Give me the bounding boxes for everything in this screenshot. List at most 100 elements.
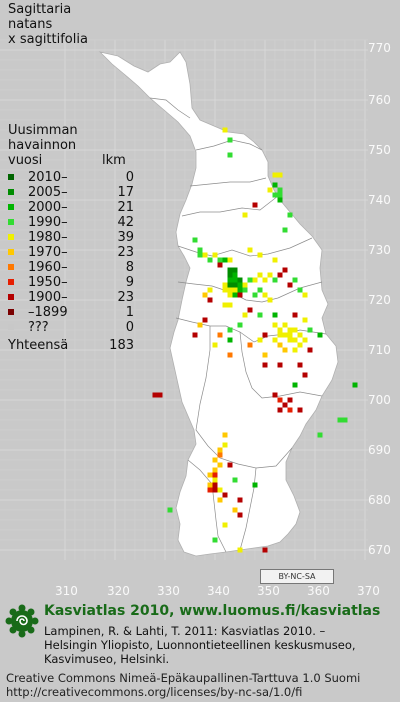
legend-count: 23	[117, 245, 134, 260]
observation-square	[257, 287, 263, 293]
observation-square	[292, 347, 298, 353]
footer-license-2[interactable]: http://creativecommons.org/licenses/by-n…	[6, 685, 303, 699]
observation-square	[277, 362, 283, 368]
observation-square	[292, 382, 298, 388]
observation-square	[192, 332, 198, 338]
legend-swatch	[8, 249, 14, 255]
observation-square	[352, 382, 358, 388]
legend-count: 21	[117, 200, 134, 215]
observation-square	[232, 267, 238, 273]
observation-square	[247, 247, 253, 253]
footer-citation-2: Helsingin Yliopisto, Luonnontieteellinen…	[44, 638, 356, 652]
observation-square	[212, 342, 218, 348]
observation-square	[272, 277, 278, 283]
observation-square	[272, 392, 278, 398]
legend-col-count: lkm	[102, 153, 126, 168]
observation-square	[207, 257, 213, 263]
legend-swatch	[8, 174, 14, 180]
legend-count: 39	[117, 230, 134, 245]
observation-square	[222, 287, 228, 293]
legend-row: 2005– 17	[6, 185, 134, 200]
observation-square	[292, 312, 298, 318]
x-tick: 360	[307, 584, 330, 598]
observation-square	[232, 477, 238, 483]
observation-square	[227, 137, 233, 143]
legend-swatch	[8, 324, 14, 330]
observation-square	[272, 192, 278, 198]
y-tick: 740	[368, 193, 391, 207]
legend-count: 23	[117, 290, 134, 305]
cc-license-badge[interactable]: BY-NC-SA	[260, 569, 334, 584]
y-tick: 700	[368, 393, 391, 407]
observation-square	[222, 127, 228, 133]
observation-square	[232, 287, 238, 293]
observation-square	[262, 332, 268, 338]
total-count: 183	[109, 338, 134, 353]
legend-swatch	[8, 279, 14, 285]
y-tick: 680	[368, 493, 391, 507]
footer-title[interactable]: Kasviatlas 2010, www.luomus.fi/kasviatla…	[44, 603, 381, 619]
observation-square	[237, 322, 243, 328]
observation-square	[242, 282, 248, 288]
observation-square	[287, 282, 293, 288]
footer-citation-1: Lampinen, R. & Lahti, T. 2011: Kasviatla…	[44, 624, 326, 638]
observation-square	[297, 287, 303, 293]
legend-swatch	[8, 204, 14, 210]
y-tick: 730	[368, 243, 391, 257]
observation-square	[252, 202, 258, 208]
observation-square	[262, 362, 268, 368]
observation-square	[227, 327, 233, 333]
observation-square	[237, 547, 243, 553]
observation-square	[287, 332, 293, 338]
legend-label: 1950–	[28, 275, 68, 290]
observation-square	[212, 482, 218, 488]
observation-square	[227, 352, 233, 358]
observation-square	[222, 302, 228, 308]
x-tick: 340	[207, 584, 230, 598]
footer-citation-3: Kasvimuseo, Helsinki.	[44, 652, 170, 666]
observation-square	[272, 172, 278, 178]
observation-square	[242, 212, 248, 218]
observation-square	[212, 472, 218, 478]
observation-square	[277, 327, 283, 333]
observation-square	[277, 197, 283, 203]
observation-square	[287, 397, 293, 403]
observation-square	[192, 237, 198, 243]
observation-square	[277, 272, 283, 278]
legend-count: 17	[117, 185, 134, 200]
observation-square	[227, 282, 233, 288]
observation-square	[217, 332, 223, 338]
legend-label: 1900–	[28, 290, 68, 305]
observation-square	[282, 227, 288, 233]
footer-license-1: Creative Commons Nimeä-Epäkaupallinen-Ta…	[6, 671, 361, 685]
observation-square	[262, 352, 268, 358]
observation-square	[297, 342, 303, 348]
observation-square	[277, 332, 283, 338]
observation-square	[267, 272, 273, 278]
observation-square	[282, 347, 288, 353]
observation-square	[207, 482, 213, 488]
legend-label: ???	[28, 320, 49, 335]
observation-square	[232, 277, 238, 283]
observation-square	[277, 407, 283, 413]
legend-row: 2000– 21	[6, 200, 134, 215]
observation-square	[262, 277, 268, 283]
observation-square	[227, 287, 233, 293]
legend-label: 2000–	[28, 200, 68, 215]
observation-square	[317, 332, 323, 338]
observation-square	[247, 307, 253, 313]
observation-square	[152, 392, 158, 398]
legend-heading-1: Uusimman	[8, 123, 78, 138]
observation-square	[237, 282, 243, 288]
observation-square	[237, 512, 243, 518]
observation-square	[197, 322, 203, 328]
observation-square	[307, 327, 313, 333]
observation-square	[287, 327, 293, 333]
observation-square	[232, 272, 238, 278]
observation-square	[222, 442, 228, 448]
observation-square	[217, 497, 223, 503]
y-tick: 710	[368, 343, 391, 357]
observation-square	[252, 277, 258, 283]
observation-square	[217, 462, 223, 468]
legend-swatch	[8, 219, 14, 225]
